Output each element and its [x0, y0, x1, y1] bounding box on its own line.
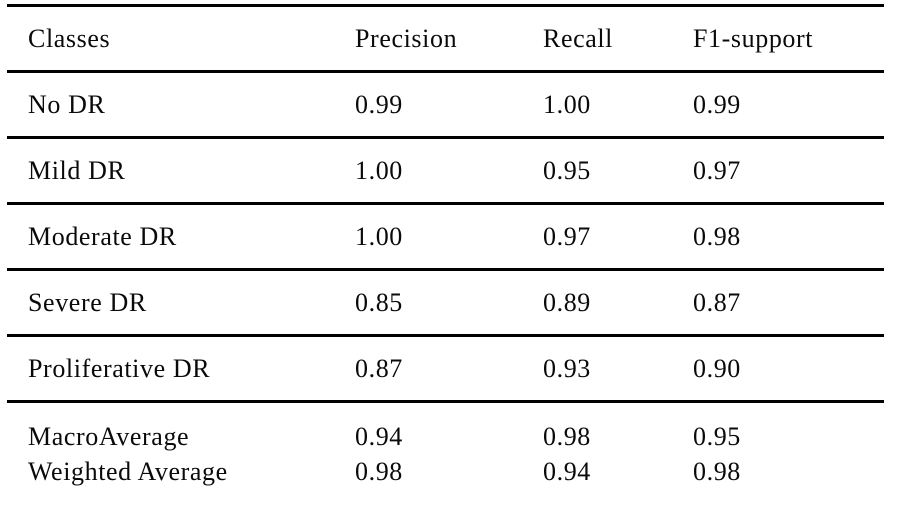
f1-value: 0.90 — [693, 353, 741, 383]
f1-value: 0.95 — [693, 422, 741, 451]
column-header-f1-support: F1-support — [693, 23, 814, 53]
f1-value: 0.98 — [693, 221, 741, 251]
table-row-moderate-dr: Moderate DR 1.00 0.97 0.98 — [7, 205, 884, 271]
row-label: Mild DR — [28, 155, 126, 185]
recall-value: 0.95 — [543, 155, 591, 185]
recall-value: 0.93 — [543, 353, 591, 383]
summary-recall-values: 0.98 0.94 — [543, 419, 693, 489]
row-label: Proliferative DR — [28, 353, 211, 383]
precision-value: 0.94 — [355, 422, 403, 451]
recall-value: 0.98 — [543, 422, 591, 451]
summary-labels: MacroAverage Weighted Average — [7, 419, 355, 489]
row-label: No DR — [28, 89, 106, 119]
f1-value: 0.87 — [693, 287, 741, 317]
precision-value: 0.85 — [355, 287, 403, 317]
table-row-mild-dr: Mild DR 1.00 0.95 0.97 — [7, 139, 884, 205]
precision-value: 0.98 — [355, 457, 403, 486]
recall-value: 1.00 — [543, 89, 591, 119]
summary-precision-values: 0.94 0.98 — [355, 419, 543, 489]
row-label: MacroAverage — [28, 422, 190, 451]
precision-value: 0.99 — [355, 89, 403, 119]
table-header-row: Classes Precision Recall F1-support — [7, 7, 884, 73]
column-header-recall: Recall — [543, 23, 614, 53]
row-label: Severe DR — [28, 287, 147, 317]
recall-value: 0.97 — [543, 221, 591, 251]
recall-value: 0.94 — [543, 457, 591, 486]
table-summary-row-group: MacroAverage Weighted Average 0.94 0.98 … — [7, 403, 884, 505]
precision-value: 1.00 — [355, 221, 403, 251]
summary-f1-values: 0.95 0.98 — [693, 419, 884, 489]
column-header-classes: Classes — [28, 23, 111, 53]
metrics-table: Classes Precision Recall F1-support No D… — [7, 4, 884, 505]
f1-value: 0.97 — [693, 155, 741, 185]
table-row-severe-dr: Severe DR 0.85 0.89 0.87 — [7, 271, 884, 337]
precision-value: 1.00 — [355, 155, 403, 185]
f1-value: 0.98 — [693, 457, 741, 486]
recall-value: 0.89 — [543, 287, 591, 317]
table-row-proliferative-dr: Proliferative DR 0.87 0.93 0.90 — [7, 337, 884, 403]
precision-value: 0.87 — [355, 353, 403, 383]
f1-value: 0.99 — [693, 89, 741, 119]
table-row-no-dr: No DR 0.99 1.00 0.99 — [7, 73, 884, 139]
column-header-precision: Precision — [355, 23, 458, 53]
row-label: Weighted Average — [28, 457, 228, 486]
row-label: Moderate DR — [28, 221, 177, 251]
